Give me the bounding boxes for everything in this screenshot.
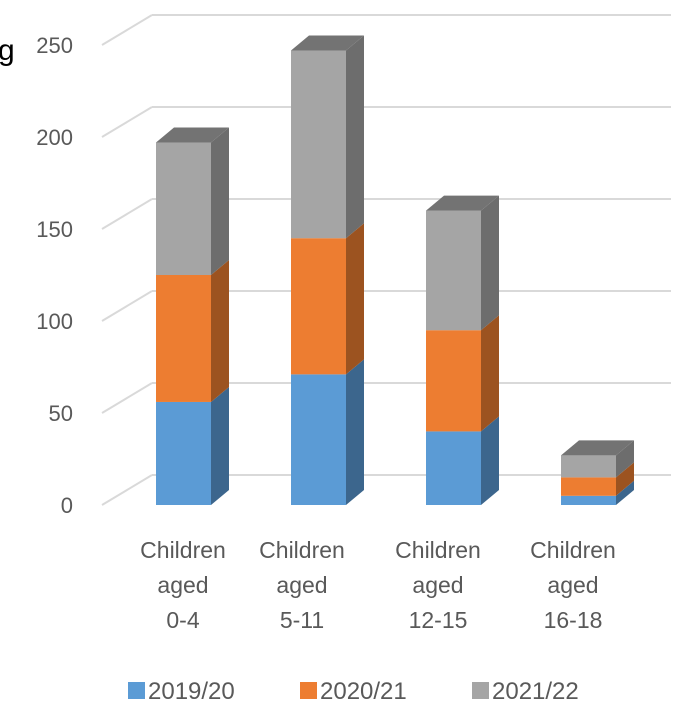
x-tick-label-3-2: 16-18 <box>544 607 603 633</box>
bar-segment-1-0 <box>291 359 364 505</box>
x-tick-label-0-0: Children <box>140 537 226 563</box>
y-tick-label-4: 200 <box>36 125 73 150</box>
bar-side-0-0 <box>211 386 229 505</box>
gridline-slant-2 <box>101 290 153 322</box>
bar-segment-2-2 <box>426 195 499 331</box>
bar-segment-1-2 <box>291 35 364 239</box>
bar-side-0-1 <box>211 260 229 402</box>
bar-side-3-1 <box>616 462 634 496</box>
gridlines <box>101 14 671 506</box>
bar-front-0-0 <box>156 401 211 505</box>
gridline-slant-1 <box>101 382 153 414</box>
bar-front-3-2 <box>561 455 616 478</box>
bar-segment-0-1 <box>156 260 229 402</box>
legend: 2019/20 2020/21 2021/22 <box>128 678 579 705</box>
legend-swatch-2 <box>472 682 489 699</box>
bar-side-3-0 <box>616 480 634 505</box>
gridline-slant-0 <box>101 474 153 506</box>
y-axis-ticks: 0 50 100 150 200 250 <box>36 33 73 518</box>
x-tick-label-1-0: Children <box>259 537 345 563</box>
bars <box>156 35 634 505</box>
bar-front-0-1 <box>156 275 211 402</box>
bar-front-1-2 <box>291 50 346 239</box>
bar-front-3-0 <box>561 495 616 505</box>
x-tick-label-0-2: 0-4 <box>166 607 199 633</box>
bar-segment-3-2 <box>561 440 634 478</box>
bar-side-3-2 <box>616 440 634 478</box>
legend-label-2: 2021/22 <box>492 678 579 705</box>
gridline-slant-3 <box>101 198 153 230</box>
bar-segment-2-1 <box>426 315 499 432</box>
gridline-slant-5 <box>101 14 153 46</box>
bar-side-0-2 <box>211 127 229 276</box>
bar-top-0 <box>156 127 229 143</box>
x-tick-label-3-0: Children <box>530 537 616 563</box>
bar-segment-0-0 <box>156 386 229 505</box>
bar-front-2-0 <box>426 431 481 505</box>
bar-top-2 <box>426 195 499 211</box>
bar-front-1-1 <box>291 238 346 375</box>
bar-side-2-0 <box>481 416 499 505</box>
x-tick-label-1-1: aged <box>276 572 327 598</box>
y-tick-label-3: 150 <box>36 217 73 242</box>
x-tick-label-2-2: 12-15 <box>409 607 468 633</box>
bar-top-3 <box>561 440 634 456</box>
bar-front-2-1 <box>426 330 481 432</box>
bar-segment-3-0 <box>561 480 634 505</box>
bar-front-2-2 <box>426 210 481 331</box>
bar-segment-2-0 <box>426 416 499 505</box>
y-tick-label-0: 0 <box>61 493 73 518</box>
legend-swatch-0 <box>128 682 145 699</box>
x-axis-categories: Children aged 0-4 Children aged 5-11 Children a… <box>140 537 616 633</box>
legend-swatch-1 <box>300 682 317 699</box>
bar-segment-1-1 <box>291 223 364 375</box>
chart-title-fragment: g <box>0 34 15 67</box>
bar-front-1-0 <box>291 374 346 505</box>
x-tick-label-2-1: aged <box>412 572 463 598</box>
x-tick-label-0-1: aged <box>157 572 208 598</box>
legend-label-1: 2020/21 <box>320 678 407 705</box>
bar-side-1-0 <box>346 359 364 505</box>
bar-front-0-2 <box>156 142 211 275</box>
bar-side-1-1 <box>346 223 364 375</box>
bar-front-3-1 <box>561 477 616 496</box>
x-tick-label-1-2: 5-11 <box>280 607 324 633</box>
bar-segment-3-1 <box>561 462 634 496</box>
gridline-slant-4 <box>101 106 153 138</box>
x-tick-label-3-1: aged <box>547 572 598 598</box>
x-tick-label-2-0: Children <box>395 537 481 563</box>
y-tick-label-5: 250 <box>36 33 73 58</box>
bar-side-2-1 <box>481 315 499 432</box>
bar-side-2-2 <box>481 195 499 331</box>
bar-top-1 <box>291 35 364 51</box>
bar-segment-0-2 <box>156 127 229 276</box>
bar-side-1-2 <box>346 35 364 239</box>
y-tick-label-1: 50 <box>49 401 73 426</box>
y-tick-label-2: 100 <box>36 309 73 334</box>
legend-label-0: 2019/20 <box>148 678 235 705</box>
